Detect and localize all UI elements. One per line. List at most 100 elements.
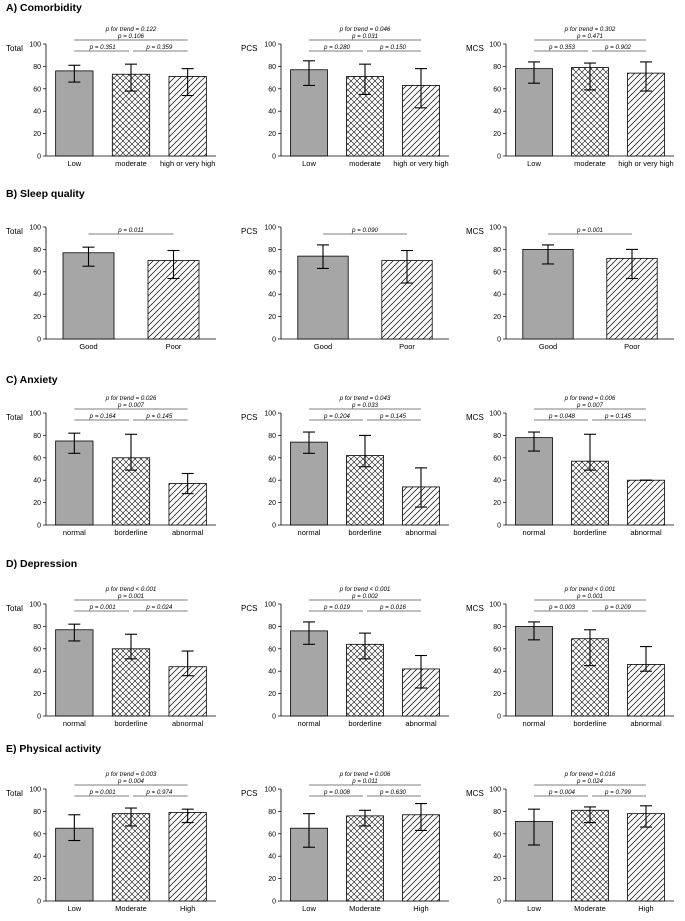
p-value-1-3: p = 0.471 xyxy=(576,33,603,40)
y-tick-label: 40 xyxy=(268,292,276,299)
p-for-trend: p for trend = 0.006 xyxy=(564,395,616,402)
y-tick-label: 100 xyxy=(264,225,276,232)
p-value-1-3: p = 0.007 xyxy=(576,402,604,409)
p-value-1-2: p = 0.001 xyxy=(89,604,116,611)
p-value-1-3: p = 0.024 xyxy=(576,778,604,785)
y-tick-label: 0 xyxy=(497,714,501,721)
y-tick-label: 20 xyxy=(493,131,501,138)
y-tick-label: 80 xyxy=(493,809,501,816)
p-for-trend: p for trend < 0.001 xyxy=(564,586,616,593)
p-value-1-3: p = 0.001 xyxy=(576,593,603,600)
y-axis-label: PCS xyxy=(241,604,257,613)
y-axis-label: Total xyxy=(6,44,23,53)
y-tick-label: 100 xyxy=(489,225,501,232)
bar xyxy=(62,252,115,340)
y-tick-label: 0 xyxy=(37,899,41,906)
y-tick-label: 40 xyxy=(33,669,41,676)
p-for-trend: p for trend < 0.001 xyxy=(339,586,391,593)
p-value-1-3: p = 0.001 xyxy=(117,593,144,600)
p-value-1-2: p = 0.003 xyxy=(548,604,576,611)
y-tick-label: 40 xyxy=(268,109,276,116)
x-tick-label: borderline xyxy=(573,719,606,728)
x-tick-label: normal xyxy=(63,528,86,537)
y-tick-label: 60 xyxy=(493,455,501,462)
y-tick-label: 0 xyxy=(497,154,501,161)
x-tick-label: abnormal xyxy=(630,719,662,728)
bar xyxy=(168,812,207,902)
section-title-physical-activity: E) Physical activity xyxy=(6,743,102,755)
y-tick-label: 80 xyxy=(33,433,41,440)
x-tick-label: borderline xyxy=(573,528,606,537)
y-tick-label: 0 xyxy=(497,523,501,530)
y-tick-label: 20 xyxy=(493,314,501,321)
y-tick-label: 80 xyxy=(33,809,41,816)
y-tick-label: 100 xyxy=(29,602,41,609)
p-value-1-2: p = 0.204 xyxy=(323,413,351,420)
x-tick-label: high or very high xyxy=(393,159,448,168)
y-axis-label: Total xyxy=(6,789,23,798)
x-tick-label: borderline xyxy=(348,528,381,537)
y-axis-label: PCS xyxy=(241,789,257,798)
x-tick-label: Low xyxy=(302,159,316,168)
p-value-1-3: p = 0.011 xyxy=(351,778,378,785)
x-tick-label: Moderate xyxy=(349,904,381,913)
y-tick-label: 40 xyxy=(493,292,501,299)
y-tick-label: 40 xyxy=(33,292,41,299)
y-tick-label: 40 xyxy=(33,478,41,485)
y-tick-label: 60 xyxy=(33,86,41,93)
y-tick-label: 0 xyxy=(37,714,41,721)
x-tick-label: normal xyxy=(298,719,321,728)
y-tick-label: 40 xyxy=(268,478,276,485)
p-for-trend: p for trend = 0.003 xyxy=(105,771,157,778)
y-tick-label: 60 xyxy=(33,455,41,462)
x-tick-label: high or very high xyxy=(618,159,673,168)
y-tick-label: 40 xyxy=(268,669,276,676)
y-axis-label: MCS xyxy=(466,413,484,422)
p-for-trend: p for trend = 0.043 xyxy=(339,395,391,402)
y-tick-label: 0 xyxy=(497,899,501,906)
y-axis-label: PCS xyxy=(241,413,257,422)
x-tick-label: Moderate xyxy=(574,904,606,913)
y-tick-label: 60 xyxy=(493,646,501,653)
bar xyxy=(571,809,609,902)
section-title-depression: D) Depression xyxy=(6,558,78,570)
y-tick-label: 20 xyxy=(268,691,276,698)
p-value-1-2: p = 0.011 xyxy=(117,227,144,234)
x-tick-label: borderline xyxy=(114,528,147,537)
y-tick-label: 100 xyxy=(264,42,276,49)
y-tick-label: 80 xyxy=(33,247,41,254)
y-tick-label: 100 xyxy=(29,787,41,794)
y-tick-label: 60 xyxy=(33,646,41,653)
panel-3-2: PCS 0 20 40 60 80 100 normal borderline abnormal p… xyxy=(241,395,449,537)
p-value-1-3: p = 0.007 xyxy=(117,402,145,409)
p-value-1-2: p = 0.280 xyxy=(323,44,351,51)
y-tick-label: 40 xyxy=(33,854,41,861)
p-value-2-3: p = 0.145 xyxy=(379,413,407,420)
x-tick-label: Low xyxy=(67,159,81,168)
y-tick-label: 100 xyxy=(489,42,501,49)
y-axis-label: PCS xyxy=(241,227,257,236)
x-tick-label: Good xyxy=(79,342,97,351)
panel-5-1: Total 0 20 40 60 80 100 Low Moderate High p = 0.00… xyxy=(6,771,216,913)
p-for-trend: p for trend = 0.006 xyxy=(339,771,391,778)
p-value-2-3: p = 0.902 xyxy=(604,44,632,51)
y-tick-label: 80 xyxy=(493,433,501,440)
p-value-2-3: p = 0.209 xyxy=(604,604,632,611)
y-axis-label: Total xyxy=(6,413,23,422)
y-tick-label: 0 xyxy=(37,154,41,161)
p-value-2-3: p = 0.799 xyxy=(604,789,632,796)
panel-4-2: PCS 0 20 40 60 80 100 normal borderline abnormal p… xyxy=(241,586,449,728)
y-tick-label: 60 xyxy=(268,269,276,276)
y-tick-label: 20 xyxy=(33,691,41,698)
x-tick-label: moderate xyxy=(115,159,147,168)
section-title-anxiety: C) Anxiety xyxy=(6,374,58,386)
y-tick-label: 0 xyxy=(272,337,276,344)
panel-1-2: PCS 0 20 40 60 80 100 Low moderate high or very h… xyxy=(241,26,449,168)
x-tick-label: normal xyxy=(63,719,86,728)
p-value-1-3: p = 0.033 xyxy=(351,402,379,409)
y-tick-label: 0 xyxy=(272,899,276,906)
y-tick-label: 80 xyxy=(268,247,276,254)
bar xyxy=(627,813,665,902)
bar xyxy=(627,479,665,526)
